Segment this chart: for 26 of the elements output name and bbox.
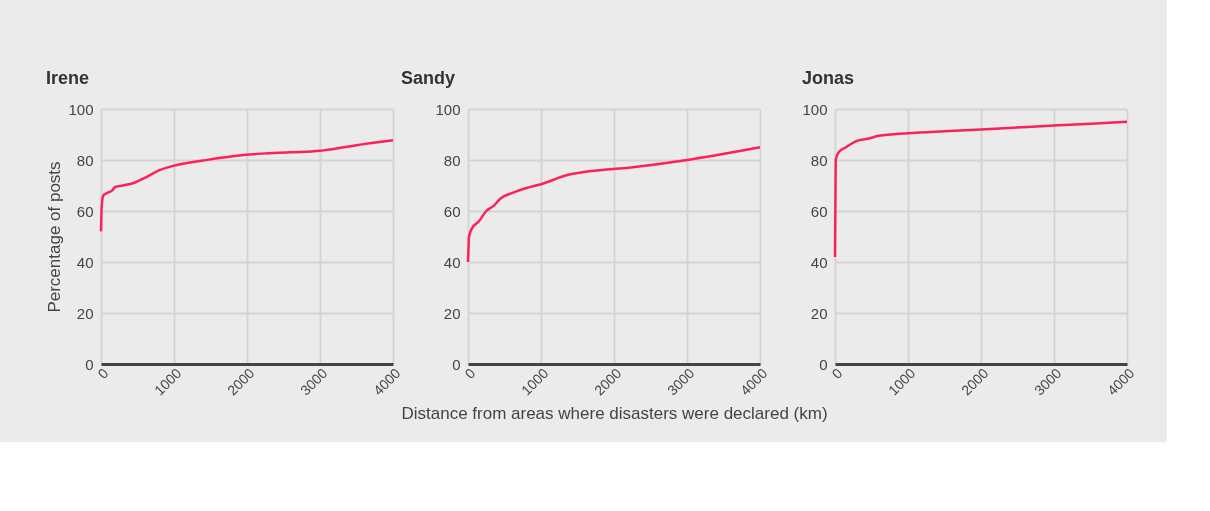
y-tick-label: 20 xyxy=(443,304,461,322)
y-tick-label: 40 xyxy=(810,253,828,271)
y-tick-label: 20 xyxy=(810,304,828,322)
y-tick-label: 80 xyxy=(443,151,461,169)
chart-title: Sandy xyxy=(400,68,455,88)
x-tick-label: 0 xyxy=(94,364,112,382)
y-tick-label: 80 xyxy=(76,151,94,169)
chart-title: Jonas xyxy=(801,68,854,88)
y-tick-label: 100 xyxy=(435,100,461,118)
y-axis-title: Percentage of posts xyxy=(45,161,65,313)
y-tick-label: 100 xyxy=(68,100,94,118)
y-tick-label: 60 xyxy=(76,202,94,220)
y-tick-label: 40 xyxy=(443,253,461,271)
y-tick-label: 80 xyxy=(810,151,828,169)
y-tick-label: 60 xyxy=(810,202,828,220)
y-tick-label: 20 xyxy=(76,304,94,322)
line-series xyxy=(466,146,762,264)
chart-title: Irene xyxy=(45,68,89,88)
y-tick-label: 40 xyxy=(76,253,94,271)
y-tick-label: 100 xyxy=(802,100,828,118)
x-tick-label: 0 xyxy=(828,364,846,382)
x-tick-label: 0 xyxy=(461,364,479,382)
x-axis-title: Distance from areas where disasters were declared (km) xyxy=(401,404,828,424)
line-series xyxy=(99,139,395,233)
line-series xyxy=(833,120,1129,259)
y-tick-label: 60 xyxy=(443,202,461,220)
